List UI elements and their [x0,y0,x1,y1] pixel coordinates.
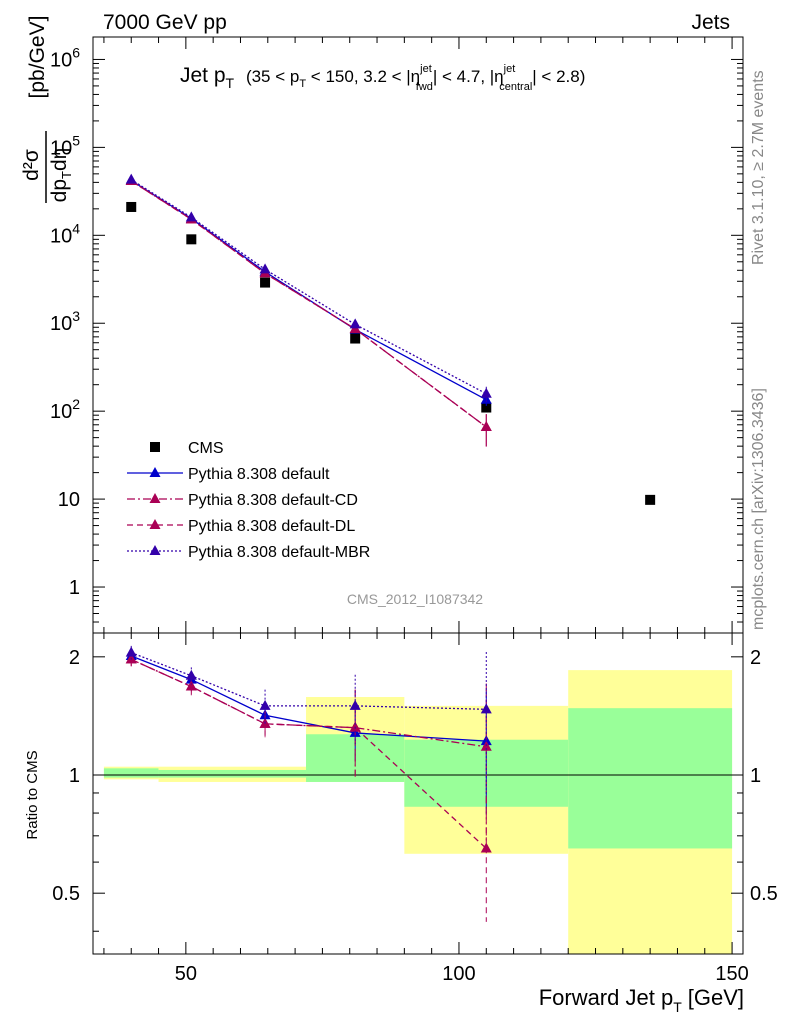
series-line-default [130,179,487,401]
ratio-ytick-label-right: 1 [750,765,761,787]
svg-text:dpTdη: dpTdη [48,148,74,203]
ratio-axis-ticks: 0.5 0.5 1 1 2 2 50 100 150 [52,633,778,985]
series-line-dl [130,180,487,428]
ratio-ytick-label: 0.5 [52,883,80,905]
ratio-ytick-label: 2 [69,647,80,669]
ratio-uncertainty-bands [93,670,743,954]
legend-marker-mbr [149,545,161,555]
main-ytick-label: 10 [58,489,80,511]
marker-mbr [480,387,492,398]
main-ytick-label: 1 [69,577,80,599]
energy-label: 7000 GeV pp [103,11,227,34]
xtick-label: 150 [715,963,748,985]
category-label: Jets [691,11,730,34]
band-inner-0 [103,768,159,778]
series-line-mbr [130,179,487,395]
main-ytick-label: 104 [50,220,80,247]
marker-mbr [349,318,361,329]
band-inner-4 [568,708,733,849]
legend-marker-default [149,467,161,477]
cms-point [481,402,492,413]
xlabel: Forward Jet pT [GeV] [539,985,744,1015]
legend-marker-dl [149,519,161,529]
marker-mbr [125,173,137,184]
cms-point [186,234,197,245]
ratio-ytick-label-right: 2 [750,647,761,669]
cms-point [645,494,656,505]
ratio-ytick-label-right: 0.5 [750,883,778,905]
main-ytick-label: 102 [50,396,80,423]
legend-marker-cms [150,442,160,452]
main-ytick-label: 106 [50,44,80,71]
marker-mbr [259,263,271,274]
ratio-plot-frame [92,632,744,955]
legend: CMS Pythia 8.308 default Pythia 8.308 defa… [127,440,370,561]
ratio-marker-mbr [349,699,361,710]
ratio-marker-dl [185,680,197,691]
ratio-ytick-label: 1 [69,765,80,787]
ratio-series [125,645,492,922]
ratio-ylabel: Ratio to CMS [24,750,41,839]
ratio-marker-mbr [185,669,197,680]
main-ytick-label: 103 [50,308,80,335]
analysis-watermark: CMS_2012_I1087342 [347,591,483,607]
main-ytick-label: 105 [50,132,80,159]
legend-label-cd: Pythia 8.308 default-CD [188,492,358,509]
legend-marker-cd [149,493,161,503]
legend-label-dl: Pythia 8.308 default-DL [188,518,355,535]
ratio-marker-mbr [480,703,492,714]
main-axis-ticks: 1 10 102 103 104 105 106 [50,37,743,634]
ratio-marker-dl [480,842,492,853]
main-ylabel: d²σ dpTdη [pb/GeV] [20,16,74,203]
xtick-label: 50 [175,963,197,985]
cms-point [350,333,361,344]
ratio-marker-mbr [125,646,137,657]
mcplots-label: mcplots.cern.ch [arXiv:1306.3436] [750,388,767,630]
legend-label-cms: CMS [188,440,224,457]
band-inner-1 [158,769,307,778]
marker-mbr [185,211,197,222]
ratio-marker-dl [349,721,361,732]
main-series [125,173,656,505]
ratio-line-dl [130,658,487,849]
ratio-marker-mbr [259,699,271,710]
marker-dl [480,421,492,432]
svg-text:[pb/GeV]: [pb/GeV] [26,16,49,99]
xtick-label: 100 [442,963,475,985]
svg-text:d²σ: d²σ [20,149,43,181]
legend-label-default: Pythia 8.308 default [188,466,330,483]
cms-point [260,277,271,288]
cms-point [126,201,137,212]
series-line-cd [130,180,487,428]
plot-title: Jet pT (35 < pT < 150, 3.2 < |ηjet fwd| <… [180,63,585,93]
legend-label-mbr: Pythia 8.308 default-MBR [188,544,370,561]
rivet-label: Rivet 3.1.10, ≥ 2.7M events [750,70,767,265]
